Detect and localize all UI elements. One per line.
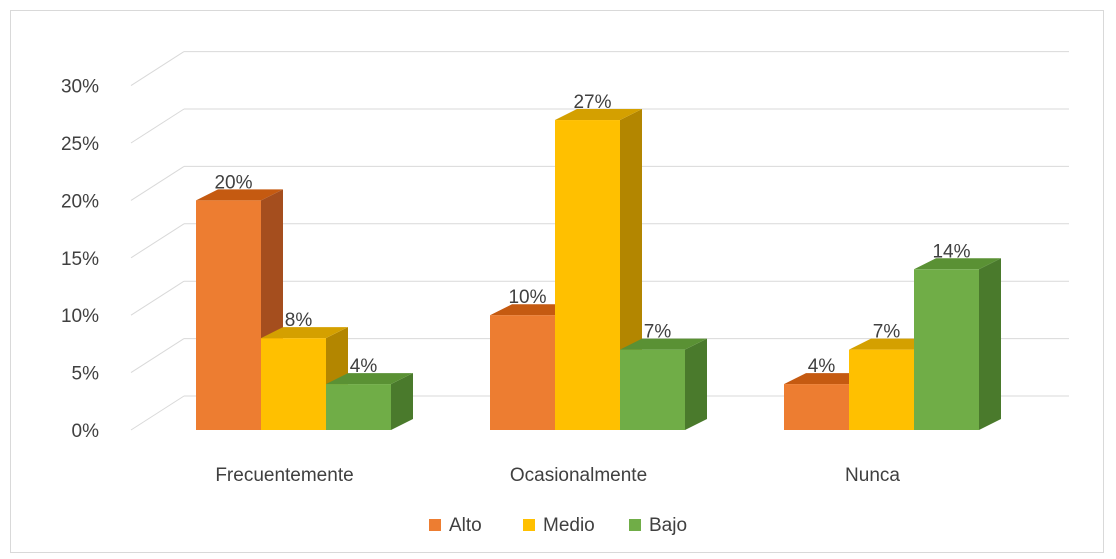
legend-label: Bajo bbox=[649, 515, 687, 536]
bar-side bbox=[979, 258, 1001, 430]
gridline-slant bbox=[130, 165, 185, 201]
bar bbox=[555, 120, 620, 430]
y-tick-label: 20% bbox=[61, 191, 99, 212]
bar-side bbox=[391, 373, 413, 430]
bar bbox=[784, 384, 849, 430]
bar-top bbox=[196, 189, 283, 201]
y-axis-ticks: 0% 5% 10% 15% 20% 25% 30% bbox=[61, 77, 99, 442]
legend-label: Alto bbox=[449, 515, 482, 536]
y-tick-label: 0% bbox=[72, 421, 100, 442]
legend-label: Medio bbox=[543, 515, 595, 536]
bar bbox=[620, 349, 685, 430]
legend: Alto Medio Bajo bbox=[429, 515, 687, 536]
bar-top bbox=[326, 373, 413, 385]
bar bbox=[490, 315, 555, 430]
legend-swatch bbox=[629, 519, 641, 531]
bar-top bbox=[261, 327, 348, 339]
gridline-slant bbox=[130, 108, 185, 144]
bars bbox=[196, 109, 1001, 430]
data-label: 7% bbox=[873, 322, 901, 343]
bar bbox=[326, 384, 391, 430]
data-label: 4% bbox=[350, 356, 378, 377]
chart-frame: 0% 5% 10% 15% 20% 25% 30% 20% 8% 4% 10% 27% 7% 4% 7% 1… bbox=[10, 10, 1104, 553]
y-tick-label: 30% bbox=[61, 77, 99, 98]
bar-top bbox=[914, 258, 1001, 270]
x-tick-label: Nunca bbox=[845, 465, 900, 486]
data-label: 4% bbox=[808, 356, 836, 377]
x-axis-ticks: Frecuentemente Ocasionalmente Nunca bbox=[215, 465, 900, 486]
bar-top bbox=[555, 109, 642, 121]
bar-chart-3d: 0% 5% 10% 15% 20% 25% 30% 20% 8% 4% 10% 27% 7% 4% 7% 1… bbox=[61, 51, 1069, 536]
y-tick-label: 10% bbox=[61, 306, 99, 327]
data-label: 7% bbox=[644, 322, 672, 343]
bar bbox=[196, 200, 261, 430]
x-tick-label: Ocasionalmente bbox=[510, 465, 647, 486]
data-label: 10% bbox=[508, 287, 546, 308]
x-tick-label: Frecuentemente bbox=[215, 465, 353, 486]
data-label: 8% bbox=[285, 310, 313, 331]
y-tick-label: 5% bbox=[72, 364, 100, 385]
bar-side bbox=[685, 338, 707, 430]
gridline-slant bbox=[130, 223, 185, 259]
bar-top bbox=[620, 338, 707, 350]
bar bbox=[914, 269, 979, 430]
bar bbox=[261, 338, 326, 430]
data-label: 27% bbox=[573, 92, 611, 113]
y-tick-label: 15% bbox=[61, 249, 99, 270]
gridline-slant bbox=[130, 280, 185, 316]
data-label: 14% bbox=[932, 241, 970, 262]
data-label: 20% bbox=[214, 172, 252, 193]
legend-swatch bbox=[523, 519, 535, 531]
gridline-slant bbox=[130, 338, 185, 374]
gridline-slant bbox=[130, 395, 185, 431]
gridline-slant bbox=[130, 51, 185, 87]
data-labels: 20% 8% 4% 10% 27% 7% 4% 7% 14% bbox=[214, 92, 970, 377]
legend-swatch bbox=[429, 519, 441, 531]
y-tick-label: 25% bbox=[61, 134, 99, 155]
bar bbox=[849, 349, 914, 430]
